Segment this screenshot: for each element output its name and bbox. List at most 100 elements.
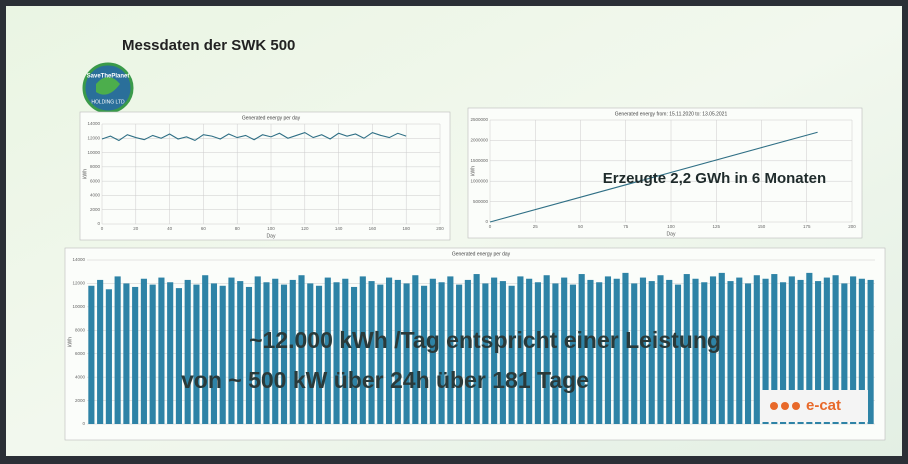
bar <box>745 283 751 424</box>
y-tick-label: 2500000 <box>470 117 488 122</box>
x-tick-label: 50 <box>578 224 584 229</box>
x-tick-label: 20 <box>133 226 139 231</box>
bar <box>333 282 339 424</box>
bar <box>439 282 445 424</box>
y-tick-label: 12000 <box>72 281 85 286</box>
y-tick-label: 10000 <box>87 150 100 155</box>
y-tick-label: 12000 <box>87 135 100 140</box>
bar <box>727 281 733 424</box>
y-tick-label: 14000 <box>87 121 100 126</box>
y-tick-label: 10000 <box>72 304 85 309</box>
bar <box>150 285 156 424</box>
bar <box>141 279 147 424</box>
chart-title: Generated energy per day <box>452 251 511 257</box>
message-line: von ~ 500 kW über 24h über 181 Tage <box>181 367 589 393</box>
x-tick-label: 175 <box>803 224 811 229</box>
x-tick-label: 60 <box>201 226 207 231</box>
bar <box>193 285 199 424</box>
chart-title: Generated energy from: 15.11.2020 to: 13… <box>615 111 728 117</box>
bar <box>237 281 243 424</box>
bar <box>351 287 357 424</box>
bar <box>631 283 637 424</box>
y-tick-label: 4000 <box>90 193 101 198</box>
x-tick-label: 180 <box>402 226 410 231</box>
bar <box>246 287 252 424</box>
bar <box>176 288 182 424</box>
x-axis-label: Day <box>667 231 676 237</box>
bar <box>421 286 427 424</box>
x-tick-label: 140 <box>335 226 343 231</box>
x-tick-label: 200 <box>848 224 856 229</box>
bar <box>106 289 112 424</box>
x-tick-label: 25 <box>533 224 539 229</box>
bar <box>596 282 602 424</box>
bar <box>456 285 462 424</box>
bar <box>263 282 269 424</box>
x-tick-label: 150 <box>758 224 766 229</box>
bar <box>202 275 208 424</box>
bar <box>675 285 681 424</box>
bar <box>307 283 313 424</box>
panel <box>80 112 450 240</box>
y-tick-label: 14000 <box>72 257 85 262</box>
brand-logo: e-cat <box>760 390 868 422</box>
bar <box>482 283 488 424</box>
x-tick-label: 120 <box>301 226 309 231</box>
bar <box>167 282 173 424</box>
y-tick-label: 1000000 <box>470 178 488 183</box>
y-tick-label: 8000 <box>90 164 101 169</box>
y-tick-label: 6000 <box>75 351 86 356</box>
brand: e-cat <box>806 397 841 414</box>
bar <box>736 278 742 424</box>
bar <box>509 286 515 424</box>
bar <box>220 286 226 424</box>
bar <box>115 276 121 424</box>
bar <box>535 282 541 424</box>
x-tick-label: 40 <box>167 226 173 231</box>
x-tick-label: 80 <box>235 226 241 231</box>
bar <box>228 278 234 424</box>
bar <box>132 287 138 424</box>
y-tick-label: 8000 <box>75 327 86 332</box>
message-line: ~12.000 kWh /Tag entspricht einer Leistu… <box>249 327 721 353</box>
logo-text: HOLDING LTD <box>91 99 125 105</box>
chart-panel: Generated energy per day0200040006000800… <box>80 112 450 240</box>
photo: Messdaten der SWK 500 SaveThePlanet HOLD… <box>0 0 908 464</box>
bar <box>404 283 410 424</box>
chart-title: Generated energy per day <box>242 115 301 121</box>
x-tick-label: 100 <box>267 226 275 231</box>
slide-title: Messdaten der SWK 500 <box>122 37 295 54</box>
x-tick-label: 160 <box>369 226 377 231</box>
y-tick-label: 1500000 <box>470 158 488 163</box>
x-tick-label: 125 <box>712 224 720 229</box>
x-tick-label: 200 <box>436 226 444 231</box>
logo-text: SaveThePlanet <box>87 74 130 80</box>
logo: SaveThePlanet HOLDING LTD <box>84 64 132 112</box>
x-tick-label: 100 <box>667 224 675 229</box>
y-axis-label: kWh <box>67 337 73 347</box>
bar <box>88 286 94 424</box>
page: {"slide": {"title": "Messdaten der SWK 5… <box>0 0 908 464</box>
bar <box>97 280 103 424</box>
bar <box>211 283 217 424</box>
y-tick-label: 500000 <box>473 199 489 204</box>
bar <box>185 280 191 424</box>
x-axis-label: Day <box>267 233 276 239</box>
bar <box>123 283 129 424</box>
y-tick-label: 4000 <box>75 374 86 379</box>
y-axis-label: kWh <box>82 169 88 179</box>
annotation: Erzeugte 2,2 GWh in 6 Monaten <box>603 170 826 187</box>
y-tick-label: 2000 <box>90 207 101 212</box>
bar <box>570 285 576 424</box>
bar <box>158 278 164 424</box>
chart-panel: Generated energy from: 15.11.2020 to: 13… <box>468 108 862 238</box>
bar <box>552 283 558 424</box>
y-tick-label: 6000 <box>90 178 101 183</box>
y-axis-label: kWh <box>470 166 476 176</box>
bar <box>377 285 383 424</box>
y-tick-label: 2000000 <box>470 138 488 143</box>
bar <box>754 275 760 424</box>
bar <box>701 282 707 424</box>
bar <box>868 280 874 424</box>
y-tick-label: 2000 <box>75 398 86 403</box>
